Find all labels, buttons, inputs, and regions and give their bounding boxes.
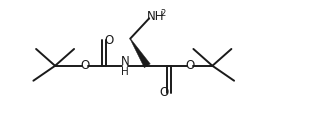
Text: O: O — [185, 59, 195, 72]
Text: O: O — [80, 59, 90, 72]
Text: H: H — [121, 67, 129, 77]
Text: NH: NH — [147, 10, 165, 23]
Text: N: N — [120, 55, 129, 68]
Polygon shape — [130, 38, 150, 68]
Text: 2: 2 — [161, 9, 166, 18]
Text: O: O — [160, 86, 169, 99]
Text: O: O — [104, 34, 114, 47]
